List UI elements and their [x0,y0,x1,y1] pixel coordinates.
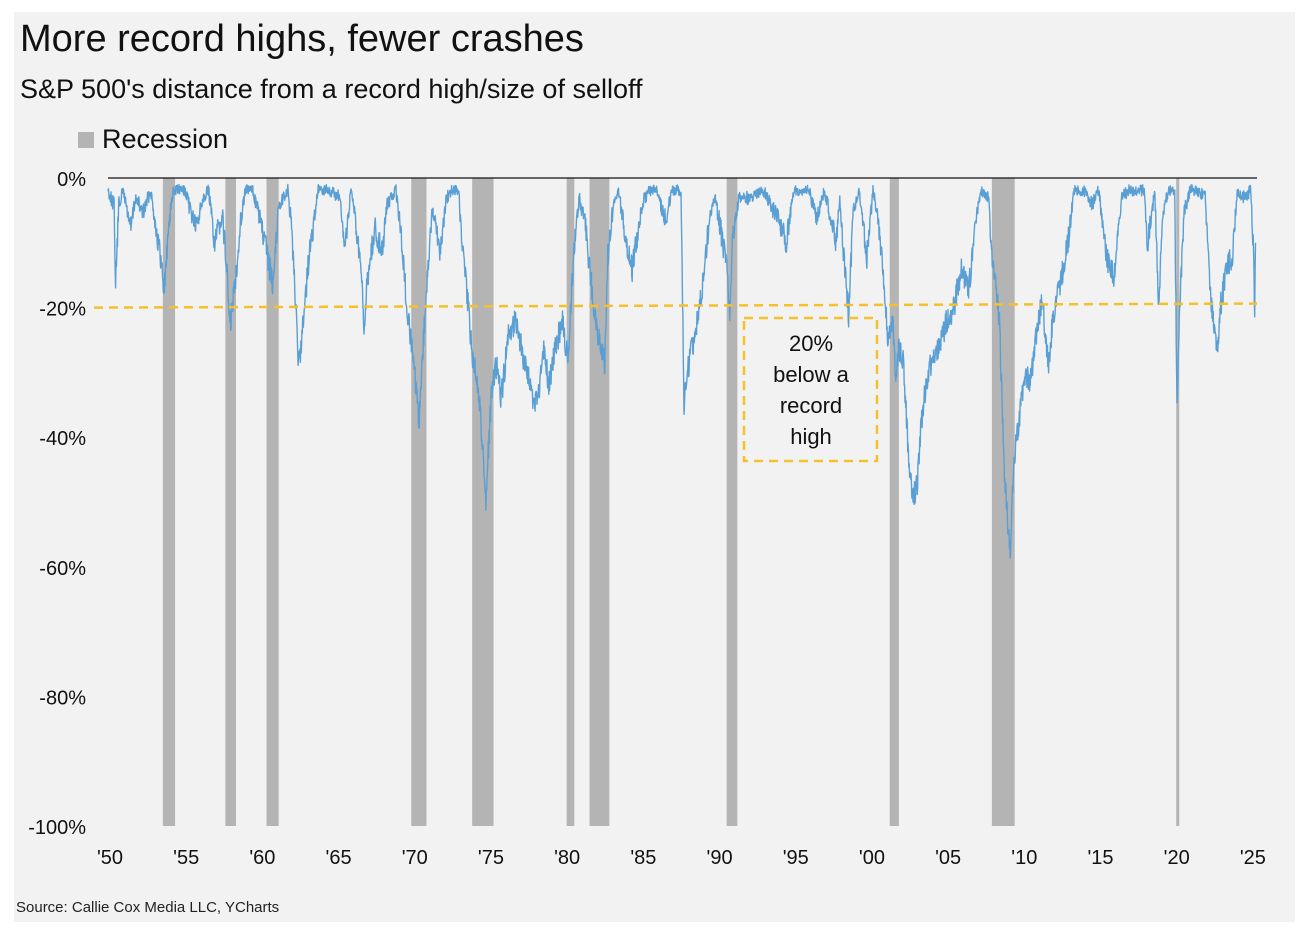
y-tick-label: -100% [28,817,86,839]
x-tick-label: '65 [326,847,352,869]
recession-bar-4 [472,178,494,826]
x-tick-label: '50 [97,847,123,869]
x-tick-label: '00 [859,847,885,869]
x-tick-label: '10 [1011,847,1037,869]
x-tick-label: '95 [783,847,809,869]
recession-bar-3 [411,178,427,826]
drawdown-chart: 0% -20% -40% -60% -80% -100% '50 '55 '60 '65 '70 '7… [28,169,1266,869]
y-tick-label: -80% [39,687,86,709]
x-tick-label: '70 [402,847,428,869]
legend: Recession [78,124,228,155]
y-tick-label: 0% [57,169,86,191]
recession-bar-5 [566,178,575,826]
x-tick-label: '05 [935,847,961,869]
x-tick-label: '15 [1087,847,1113,869]
x-tick-label: '60 [249,847,275,869]
recession-bar-0 [162,178,176,826]
chart-subtitle: S&P 500's distance from a record high/si… [20,74,643,104]
x-tick-label: '20 [1164,847,1190,869]
recession-bar-1 [225,178,237,826]
recession-bar-6 [589,178,610,826]
recession-bar-2 [266,178,279,826]
x-tick-label: '55 [173,847,199,869]
drawdown-line [107,183,1257,559]
chart-title: More record highs, fewer crashes [20,18,584,60]
recession-bar-10 [1176,178,1180,826]
recession-bar-9 [991,178,1015,826]
annotation-text: high [790,424,832,449]
x-tick-label: '75 [478,847,504,869]
annotation-text: 20% [789,331,833,356]
recession-legend-label: Recession [102,124,229,154]
annotation-text: below a [773,362,850,387]
y-tick-label: -60% [39,558,86,580]
x-tick-label: '85 [630,847,656,869]
x-tick-label: '90 [707,847,733,869]
recession-bar-8 [889,178,899,826]
y-tick-label: -20% [39,299,86,321]
recession-bar-7 [726,178,738,826]
source-note: Source: Callie Cox Media LLC, YCharts [16,899,280,916]
x-tick-label: '25 [1240,847,1266,869]
y-tick-label: -40% [39,428,86,450]
x-tick-label: '80 [554,847,580,869]
annotation-box [742,316,879,463]
chart-card: More record highs, fewer crashes S&P 500… [14,12,1295,922]
annotation-text: record [780,393,842,418]
recession-legend-swatch [78,131,94,148]
